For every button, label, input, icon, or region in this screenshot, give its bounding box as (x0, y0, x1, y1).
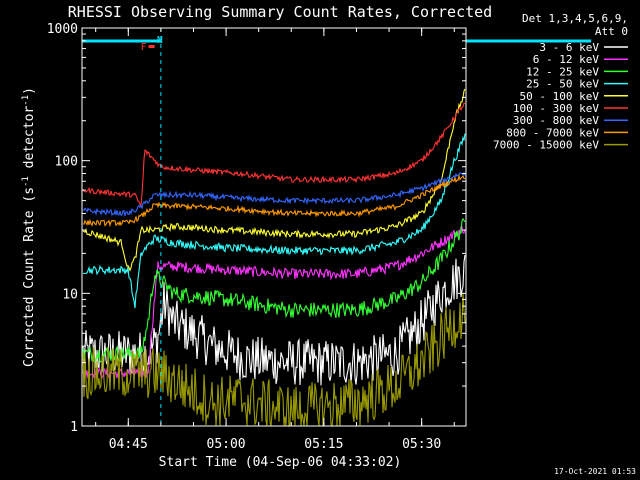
legend-label-8: 7000 - 15000 keV (493, 139, 599, 152)
y-axis-label-mid: detector (22, 106, 37, 177)
series-line-2 (82, 217, 466, 363)
x-tick-label-1: 05:00 (207, 437, 246, 452)
legend-label-0: 3 - 6 keV (539, 41, 599, 54)
series-line-7 (83, 173, 466, 228)
legend-label-3: 25 - 50 keV (526, 78, 599, 91)
series-group (82, 88, 466, 428)
night-markers: FN (82, 28, 592, 426)
series-line-3 (82, 133, 466, 309)
y-axis-label-sup2: -1 (21, 95, 31, 106)
legend-label-1: 6 - 12 keV (533, 53, 600, 66)
axes-group: 04:45 05:00 05:15 05:30 1 10 100 1000 (47, 22, 466, 452)
flag-label-0: F (141, 42, 147, 53)
x-tick-label-2: 05:15 (304, 437, 343, 452)
y-axis-label: Corrected Count Rate (s-1 detector-1) (21, 87, 37, 367)
legend-label-6: 300 - 800 keV (513, 114, 599, 127)
flare-flag-mark (148, 45, 155, 48)
footer-date: 17-Oct-2021 01:53 (554, 467, 636, 476)
legend-label-2: 12 - 25 keV (526, 65, 599, 78)
series-line-8 (82, 292, 466, 428)
x-tick-label-3: 05:30 (402, 437, 441, 452)
y-tick-label-1: 10 (62, 287, 78, 302)
plot-frame (81, 27, 467, 427)
series-line-5 (82, 102, 466, 209)
x-axis-label: Start Time (04-Sep-06 04:33:02) (159, 455, 402, 470)
legend-header-line-2: Att 0 (595, 25, 628, 38)
y-tick-label-2: 100 (55, 155, 78, 170)
y-axis-label-end: ) (22, 87, 37, 95)
y-tick-label-0: 1 (70, 420, 78, 435)
flag-label-1: N (157, 35, 163, 46)
x-tick-label-0: 04:45 (109, 437, 148, 452)
chart-title: RHESSI Observing Summary Count Rates, Co… (68, 3, 492, 21)
series-line-6 (82, 171, 466, 217)
legend-label-7: 800 - 7000 keV (506, 126, 599, 139)
legend-label-4: 50 - 100 keV (520, 90, 600, 103)
y-axis-label-sup1: -1 (21, 176, 31, 187)
legend-label-5: 100 - 300 keV (513, 102, 599, 115)
y-tick-label-3: 1000 (47, 22, 78, 37)
y-axis-label-main: Corrected Count Rate (s (22, 187, 37, 367)
legend-header-line-1: Det 1,3,4,5,6,9, (522, 12, 628, 25)
series-line-4 (82, 88, 466, 272)
